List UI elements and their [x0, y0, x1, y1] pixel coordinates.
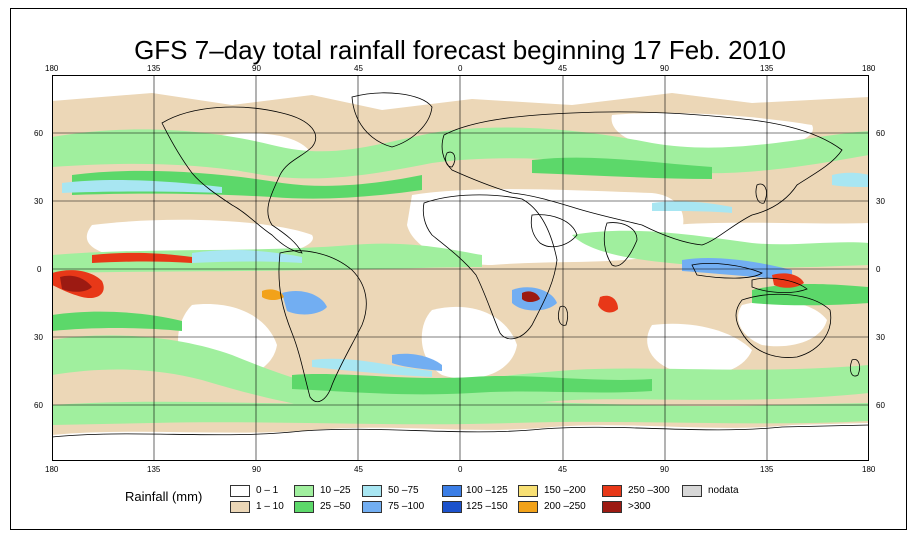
legend-swatch-1	[230, 501, 250, 513]
lat-label: 30	[876, 197, 885, 206]
lon-label: 135	[760, 465, 774, 474]
lon-label: 0	[458, 64, 463, 73]
lon-label: 90	[660, 64, 669, 73]
heavy-rain-cells	[52, 252, 804, 313]
lat-label: 0	[876, 265, 881, 274]
legend-label: 125 –150	[466, 501, 508, 512]
legend-label: 150 –200	[544, 485, 586, 496]
legend-swatch-0	[230, 485, 250, 497]
legend-swatch-11	[602, 501, 622, 513]
lon-label: 45	[354, 64, 363, 73]
lon-label: 0	[458, 465, 463, 474]
lon-label: 45	[558, 64, 567, 73]
lon-label: 135	[147, 465, 161, 474]
lat-label: 60	[34, 401, 43, 410]
legend-swatch-2	[294, 485, 314, 497]
map-border	[52, 75, 869, 461]
legend-label: 50 –75	[388, 485, 419, 496]
legend-swatch-10	[602, 485, 622, 497]
legend-label: nodata	[708, 485, 739, 496]
lon-label: 180	[45, 64, 59, 73]
legend-label: 100 –125	[466, 485, 508, 496]
legend-swatch-9	[518, 501, 538, 513]
graticule	[52, 75, 869, 461]
lon-label: 45	[354, 465, 363, 474]
lat-label: 30	[876, 333, 885, 342]
lat-label: 0	[37, 265, 42, 274]
legend-title: Rainfall (mm)	[125, 489, 203, 504]
lat-label: 60	[34, 129, 43, 138]
lon-label: 135	[760, 64, 774, 73]
lon-label: 180	[45, 465, 59, 474]
lon-label: 180	[862, 465, 876, 474]
legend-swatch-12	[682, 485, 702, 497]
legend-swatch-7	[442, 501, 462, 513]
coastlines	[52, 92, 869, 438]
legend: Rainfall (mm) 0 – 1 1 – 10 10 –25 25 –50…	[110, 482, 810, 522]
lon-label: 90	[660, 465, 669, 474]
legend-swatch-4	[362, 485, 382, 497]
legend-swatch-6	[442, 485, 462, 497]
legend-label: 75 –100	[388, 501, 425, 512]
lat-label: 30	[34, 333, 43, 342]
rain-25-50-bands	[52, 157, 869, 395]
lon-label: 45	[558, 465, 567, 474]
legend-label: 200 –250	[544, 501, 586, 512]
lat-label: 60	[876, 129, 885, 138]
legend-label: 10 –25	[320, 485, 351, 496]
lon-label: 90	[252, 465, 261, 474]
legend-label: 250 –300	[628, 485, 670, 496]
legend-swatch-5	[362, 501, 382, 513]
legend-label: 25 –50	[320, 501, 351, 512]
map-title: GFS 7–day total rainfall forecast beginn…	[134, 35, 786, 65]
lat-label: 60	[876, 401, 885, 410]
legend-label: >300	[628, 501, 651, 512]
legend-label: 0 – 1	[256, 485, 279, 496]
legend-swatch-3	[294, 501, 314, 513]
lon-label: 135	[147, 64, 161, 73]
lat-label: 30	[34, 197, 43, 206]
rainfall-map	[52, 75, 869, 466]
legend-swatch-8	[518, 485, 538, 497]
lon-label: 90	[252, 64, 261, 73]
lon-label: 180	[862, 64, 876, 73]
map-canvas	[52, 75, 869, 461]
legend-label: 1 – 10	[256, 501, 284, 512]
